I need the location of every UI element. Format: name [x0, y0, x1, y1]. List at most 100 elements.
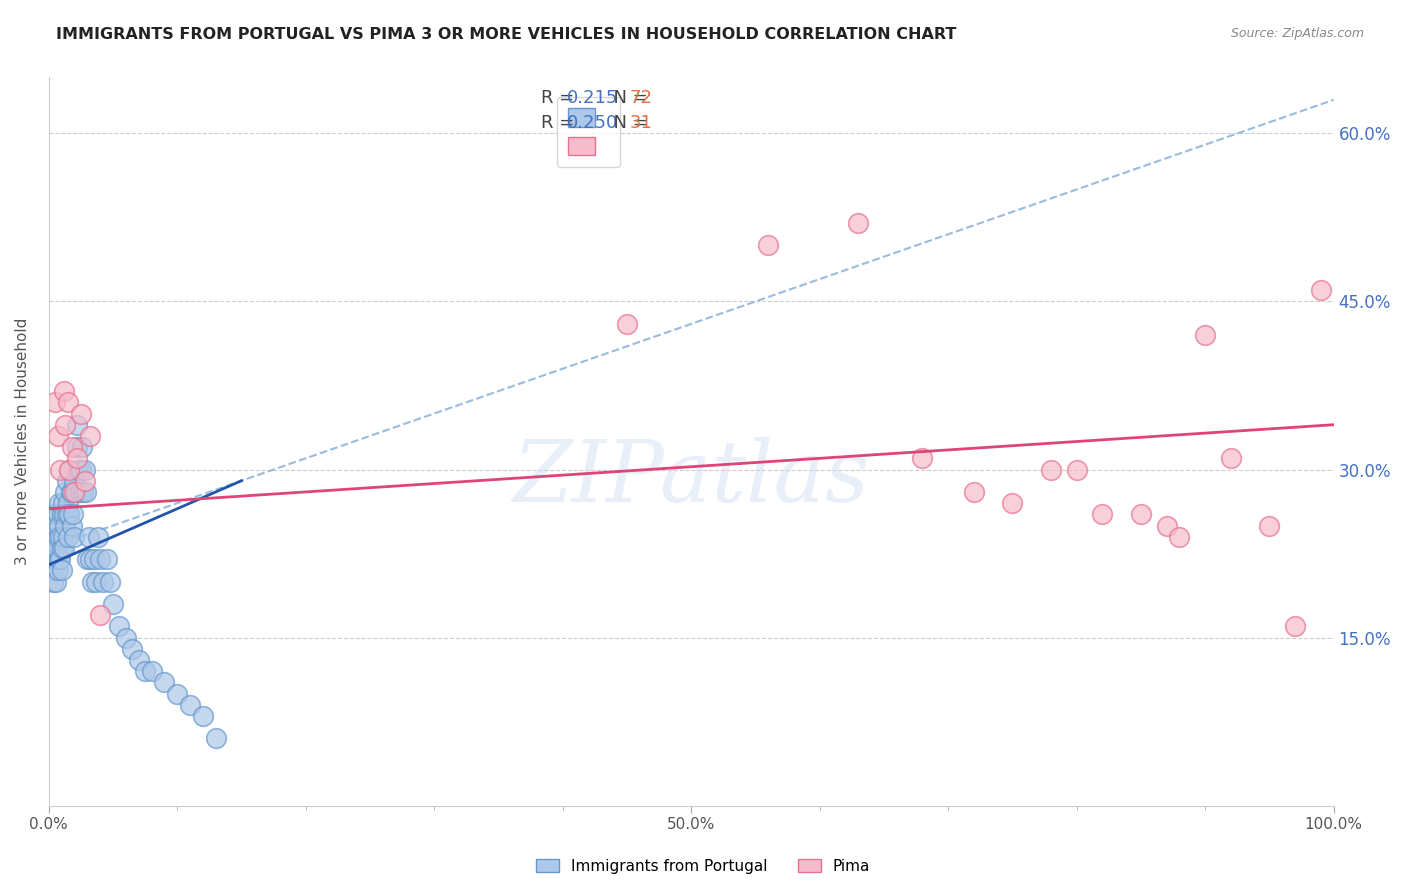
Text: R =: R =	[541, 89, 581, 107]
Point	[41, 574, 63, 589]
Point	[63, 530, 86, 544]
Point	[45, 574, 67, 589]
Point	[73, 462, 96, 476]
Point	[53, 508, 76, 522]
Point	[84, 574, 107, 589]
Point	[52, 530, 75, 544]
Point	[911, 451, 934, 466]
Point	[108, 619, 131, 633]
Point	[56, 496, 79, 510]
Point	[69, 484, 91, 499]
Point	[48, 518, 70, 533]
Point	[60, 440, 83, 454]
Point	[1066, 462, 1088, 476]
Point	[44, 530, 66, 544]
Point	[756, 238, 779, 252]
Point	[846, 216, 869, 230]
Y-axis label: 3 or more Vehicles in Household: 3 or more Vehicles in Household	[15, 318, 30, 566]
Point	[42, 541, 65, 555]
Point	[115, 631, 138, 645]
Point	[45, 541, 67, 555]
Point	[101, 597, 124, 611]
Point	[1091, 508, 1114, 522]
Text: ZIPatlas: ZIPatlas	[513, 436, 870, 519]
Text: N =: N =	[602, 89, 654, 107]
Point	[91, 574, 114, 589]
Point	[49, 530, 72, 544]
Point	[82, 574, 104, 589]
Point	[141, 664, 163, 678]
Text: 0.215: 0.215	[567, 89, 619, 107]
Point	[60, 484, 83, 499]
Point	[79, 552, 101, 566]
Point	[44, 395, 66, 409]
Point	[49, 462, 72, 476]
Point	[73, 474, 96, 488]
Point	[128, 653, 150, 667]
Text: N =: N =	[602, 114, 654, 132]
Point	[76, 552, 98, 566]
Point	[46, 429, 69, 443]
Point	[52, 496, 75, 510]
Legend: , : ,	[557, 97, 620, 167]
Text: 0.250: 0.250	[567, 114, 617, 132]
Point	[66, 440, 89, 454]
Point	[89, 608, 111, 623]
Point	[51, 541, 73, 555]
Point	[44, 508, 66, 522]
Point	[70, 440, 93, 454]
Point	[46, 563, 69, 577]
Point	[79, 429, 101, 443]
Point	[55, 484, 77, 499]
Point	[70, 462, 93, 476]
Point	[60, 518, 83, 533]
Point	[1194, 328, 1216, 343]
Point	[1156, 518, 1178, 533]
Point	[49, 552, 72, 566]
Point	[72, 484, 94, 499]
Point	[41, 552, 63, 566]
Point	[89, 552, 111, 566]
Point	[963, 484, 986, 499]
Point	[121, 641, 143, 656]
Point	[58, 462, 80, 476]
Point	[46, 530, 69, 544]
Point	[53, 541, 76, 555]
Point	[67, 462, 90, 476]
Point	[51, 563, 73, 577]
Point	[66, 417, 89, 432]
Point	[96, 552, 118, 566]
Point	[75, 484, 97, 499]
Point	[44, 552, 66, 566]
Point	[55, 474, 77, 488]
Point	[51, 508, 73, 522]
Text: Source: ZipAtlas.com: Source: ZipAtlas.com	[1230, 27, 1364, 40]
Point	[66, 451, 89, 466]
Point	[48, 552, 70, 566]
Point	[1001, 496, 1024, 510]
Point	[58, 508, 80, 522]
Point	[1309, 283, 1331, 297]
Point	[179, 698, 201, 712]
Legend: Immigrants from Portugal, Pima: Immigrants from Portugal, Pima	[530, 853, 876, 880]
Text: 72: 72	[630, 89, 652, 107]
Point	[100, 574, 122, 589]
Point	[63, 474, 86, 488]
Point	[53, 384, 76, 398]
Point	[55, 508, 77, 522]
Point	[1039, 462, 1062, 476]
Point	[48, 496, 70, 510]
Point	[55, 518, 77, 533]
Text: R =: R =	[541, 114, 581, 132]
Text: IMMIGRANTS FROM PORTUGAL VS PIMA 3 OR MORE VEHICLES IN HOUSEHOLD CORRELATION CHA: IMMIGRANTS FROM PORTUGAL VS PIMA 3 OR MO…	[56, 27, 956, 42]
Point	[42, 563, 65, 577]
Point	[1219, 451, 1241, 466]
Point	[56, 530, 79, 544]
Point	[46, 508, 69, 522]
Point	[55, 417, 77, 432]
Point	[191, 709, 214, 723]
Point	[86, 530, 108, 544]
Text: 31: 31	[630, 114, 652, 132]
Point	[59, 484, 82, 499]
Point	[63, 484, 86, 499]
